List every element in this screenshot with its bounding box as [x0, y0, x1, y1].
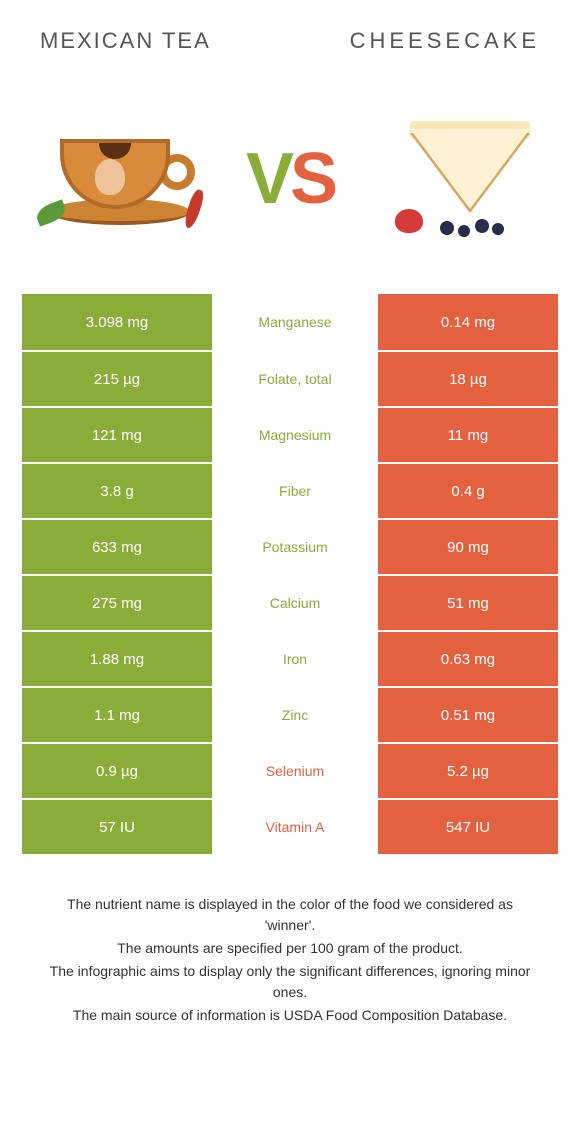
comparison-table: 3.098 mgManganese0.14 mg215 µgFolate, to… — [22, 294, 558, 854]
right-value: 11 mg — [378, 408, 558, 462]
left-value: 633 mg — [22, 520, 212, 574]
table-row: 633 mgPotassium90 mg — [22, 518, 558, 574]
right-value: 51 mg — [378, 576, 558, 630]
right-value: 0.63 mg — [378, 632, 558, 686]
nutrient-label: Iron — [212, 632, 378, 686]
left-value: 0.9 µg — [22, 744, 212, 798]
vs-s: S — [290, 139, 334, 219]
note-line: The amounts are specified per 100 gram o… — [40, 938, 540, 959]
note-line: The nutrient name is displayed in the co… — [40, 894, 540, 936]
right-value: 547 IU — [378, 800, 558, 854]
left-value: 3.098 mg — [22, 294, 212, 350]
right-value: 18 µg — [378, 352, 558, 406]
table-row: 3.8 gFiber0.4 g — [22, 462, 558, 518]
nutrient-label: Folate, total — [212, 352, 378, 406]
left-value: 3.8 g — [22, 464, 212, 518]
left-value: 275 mg — [22, 576, 212, 630]
left-value: 1.88 mg — [22, 632, 212, 686]
note-line: The main source of information is USDA F… — [40, 1005, 540, 1026]
right-value: 0.14 mg — [378, 294, 558, 350]
table-row: 3.098 mgManganese0.14 mg — [22, 294, 558, 350]
nutrient-label: Calcium — [212, 576, 378, 630]
table-row: 215 µgFolate, total18 µg — [22, 350, 558, 406]
left-value: 121 mg — [22, 408, 212, 462]
nutrient-label: Manganese — [212, 294, 378, 350]
right-title: Cheesecake — [350, 28, 540, 54]
right-value: 0.4 g — [378, 464, 558, 518]
right-value: 0.51 mg — [378, 688, 558, 742]
vs-v: V — [246, 139, 290, 219]
nutrient-label: Potassium — [212, 520, 378, 574]
vs-label: VS — [246, 143, 334, 215]
left-food-image — [40, 109, 200, 249]
left-value: 1.1 mg — [22, 688, 212, 742]
table-row: 0.9 µgSelenium5.2 µg — [22, 742, 558, 798]
right-value: 5.2 µg — [378, 744, 558, 798]
notes-block: The nutrient name is displayed in the co… — [40, 894, 540, 1026]
table-row: 1.1 mgZinc0.51 mg — [22, 686, 558, 742]
hero-row: VS — [0, 64, 580, 294]
left-title: Mexican tea — [40, 28, 211, 54]
table-row: 1.88 mgIron0.63 mg — [22, 630, 558, 686]
table-row: 57 IUVitamin A547 IU — [22, 798, 558, 854]
right-food-image — [380, 109, 540, 249]
nutrient-label: Zinc — [212, 688, 378, 742]
table-row: 275 mgCalcium51 mg — [22, 574, 558, 630]
nutrient-label: Fiber — [212, 464, 378, 518]
note-line: The infographic aims to display only the… — [40, 961, 540, 1003]
table-row: 121 mgMagnesium11 mg — [22, 406, 558, 462]
left-value: 215 µg — [22, 352, 212, 406]
nutrient-label: Vitamin A — [212, 800, 378, 854]
left-value: 57 IU — [22, 800, 212, 854]
nutrient-label: Magnesium — [212, 408, 378, 462]
right-value: 90 mg — [378, 520, 558, 574]
nutrient-label: Selenium — [212, 744, 378, 798]
